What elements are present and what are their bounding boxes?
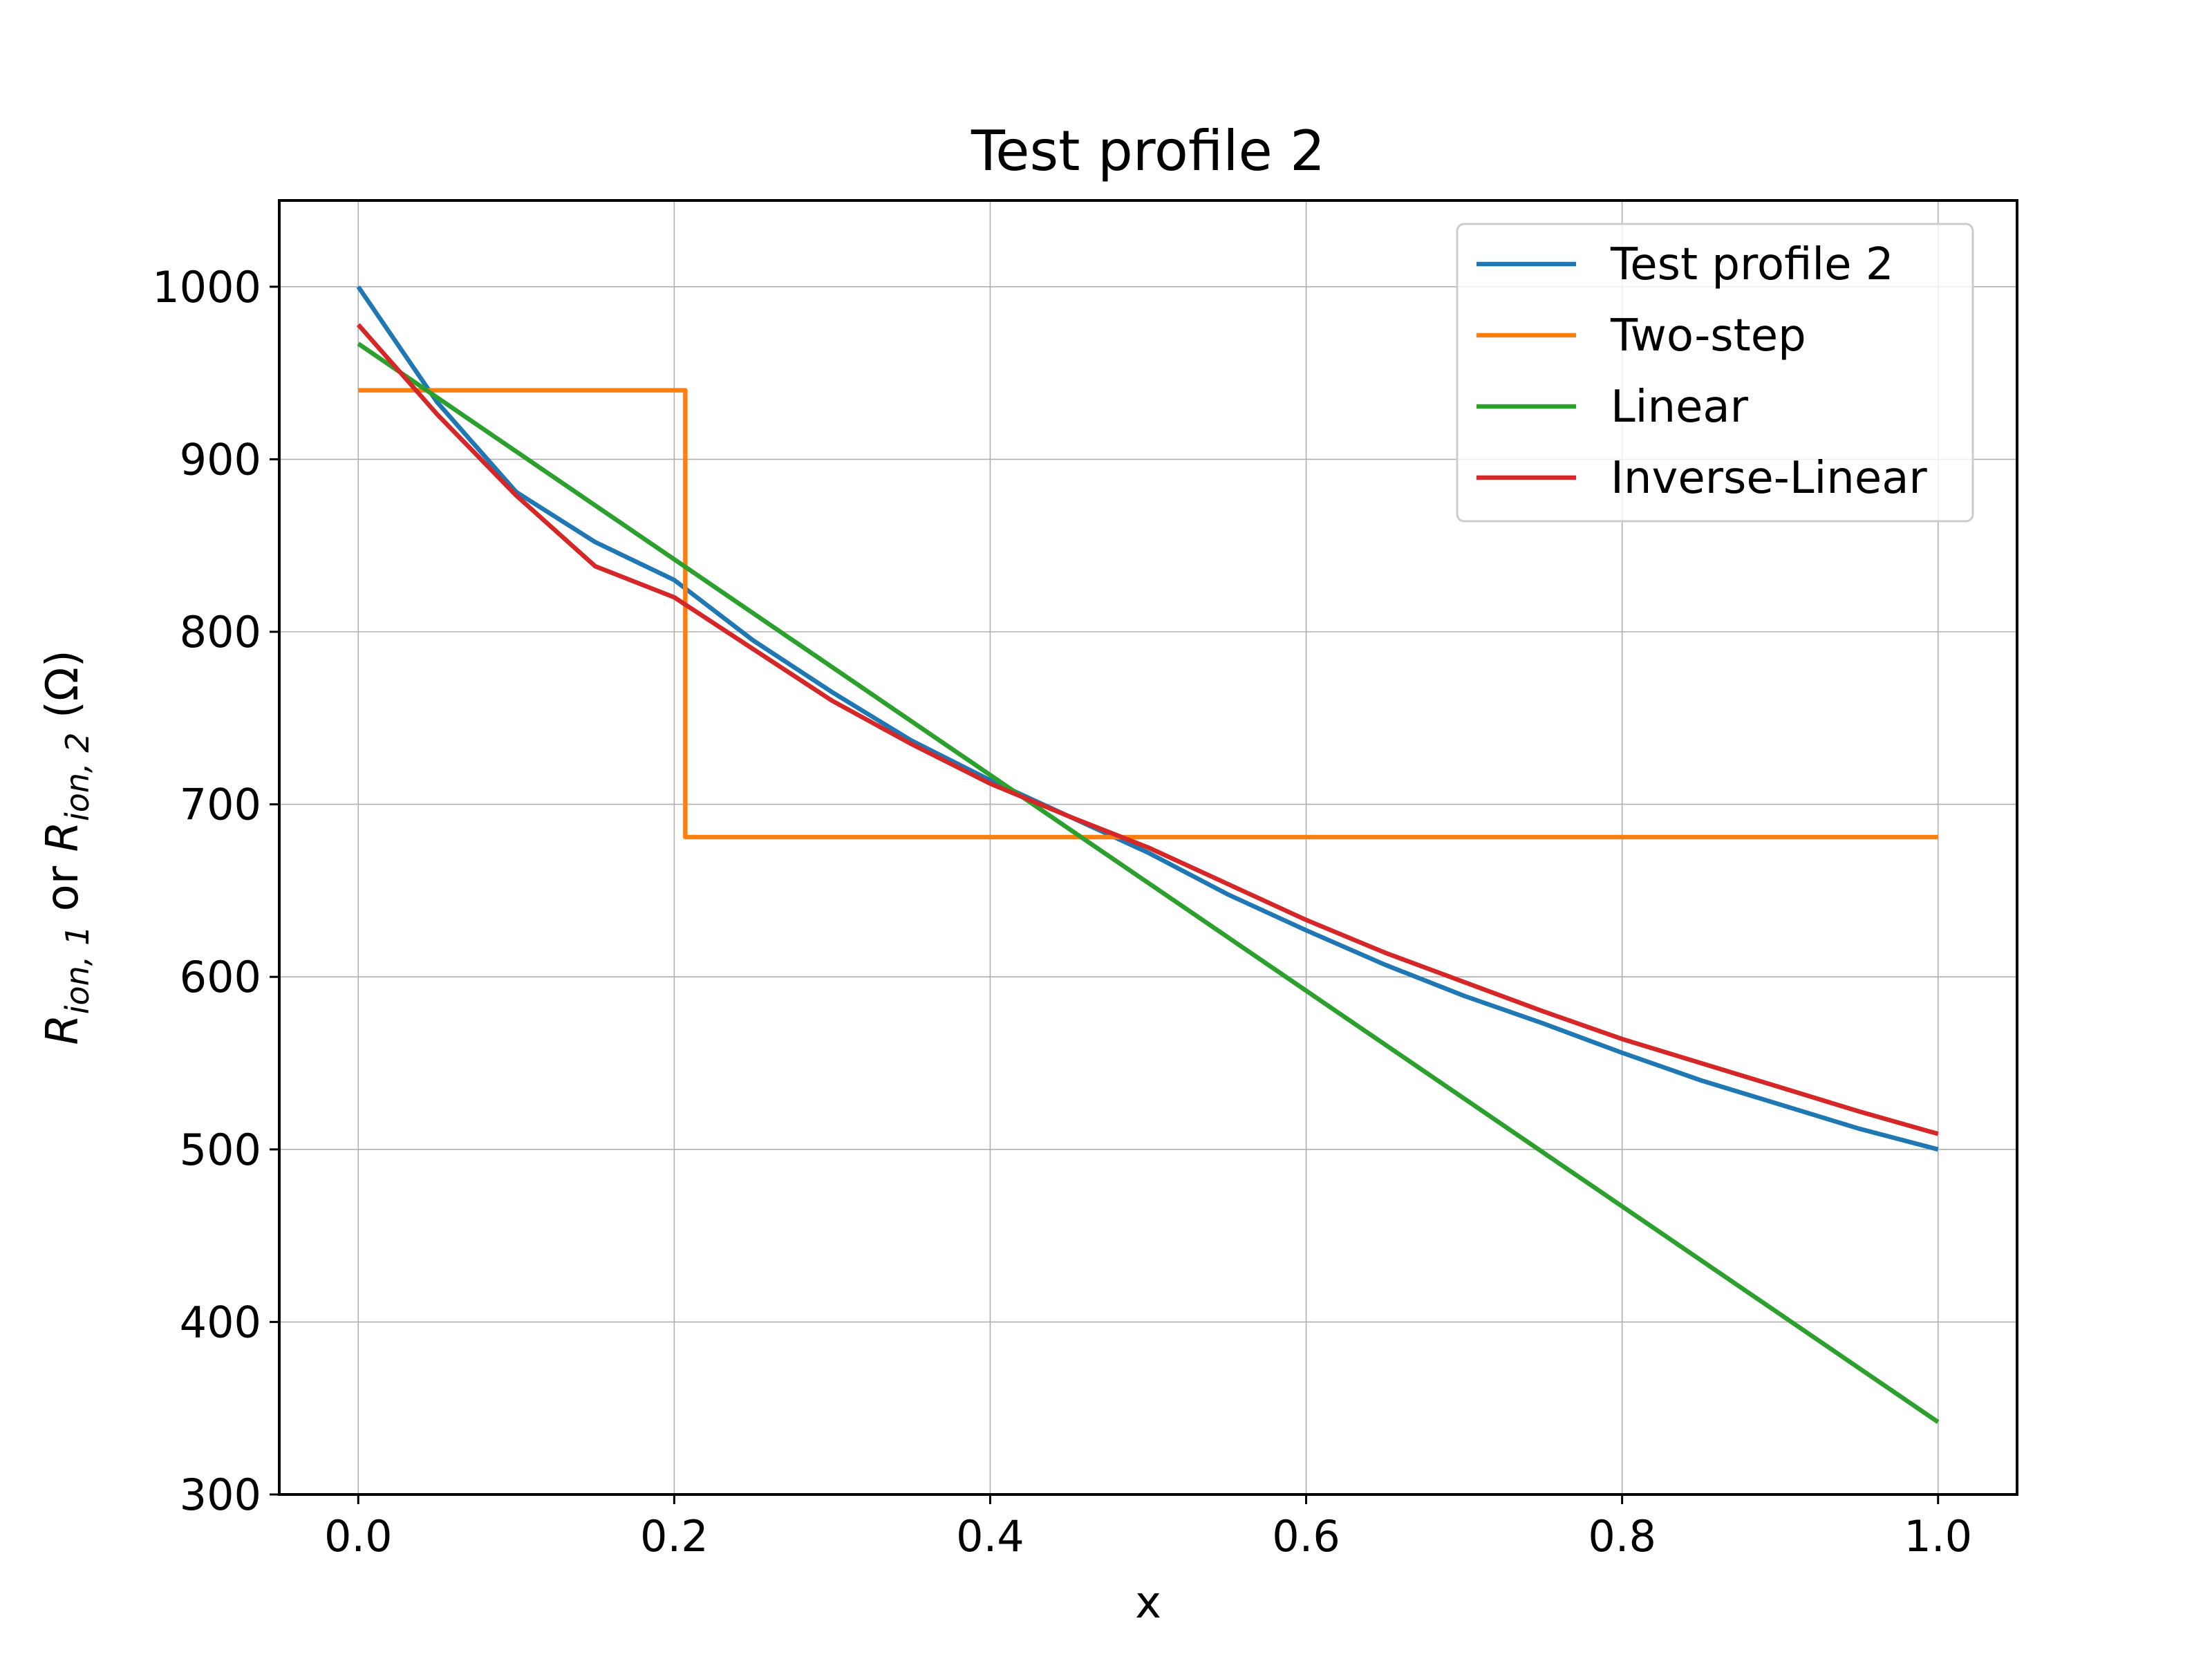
y-tick-label: 400 — [180, 1297, 261, 1347]
axis-ticks: 0.0 0.2 0.4 0.6 0.8 1.0 300 400 500 600 700 800 900 1… — [152, 262, 1972, 1562]
x-tick-label: 0.8 — [1588, 1511, 1656, 1562]
axes-frame — [278, 199, 2018, 1496]
series-line-inverse-linear — [356, 323, 1939, 1136]
y-tick-label: 500 — [180, 1125, 261, 1175]
legend-label-test-profile-2: Test profile 2 — [1610, 239, 1894, 290]
plot-lines — [356, 285, 1940, 1424]
y-axis-label: Rion, 1 or Rion, 2 (Ω) — [37, 650, 96, 1044]
y-tick-label: 1000 — [152, 262, 261, 312]
x-tick-label: 0.0 — [324, 1511, 393, 1562]
legend-label-two-step: Two-step — [1610, 310, 1806, 362]
y-tick-label: 900 — [180, 434, 261, 485]
x-tick-label: 0.6 — [1272, 1511, 1340, 1562]
y-tick-label: 300 — [180, 1470, 261, 1520]
x-tick-label: 0.4 — [956, 1511, 1024, 1562]
y-tick-label: 700 — [180, 780, 261, 830]
legend-label-linear: Linear — [1611, 382, 1749, 433]
chart-title: Test profile 2 — [971, 119, 1325, 183]
series-line-two-step — [358, 388, 1938, 840]
grid — [279, 200, 2017, 1495]
x-tick-label: 1.0 — [1904, 1511, 1972, 1562]
y-tick-label: 800 — [180, 607, 261, 657]
x-tick-label: 0.2 — [640, 1511, 709, 1562]
legend: Test profile 2 Two-step Linear Inverse-Line… — [1456, 223, 1974, 523]
legend-label-inverse-linear: Inverse-Linear — [1611, 453, 1927, 504]
series-line-linear — [357, 341, 1940, 1424]
x-axis-label: x — [1135, 1577, 1161, 1629]
y-tick-label: 600 — [180, 952, 261, 1002]
legend-box — [1456, 223, 1974, 523]
series-line-test-profile-2 — [356, 285, 1939, 1152]
